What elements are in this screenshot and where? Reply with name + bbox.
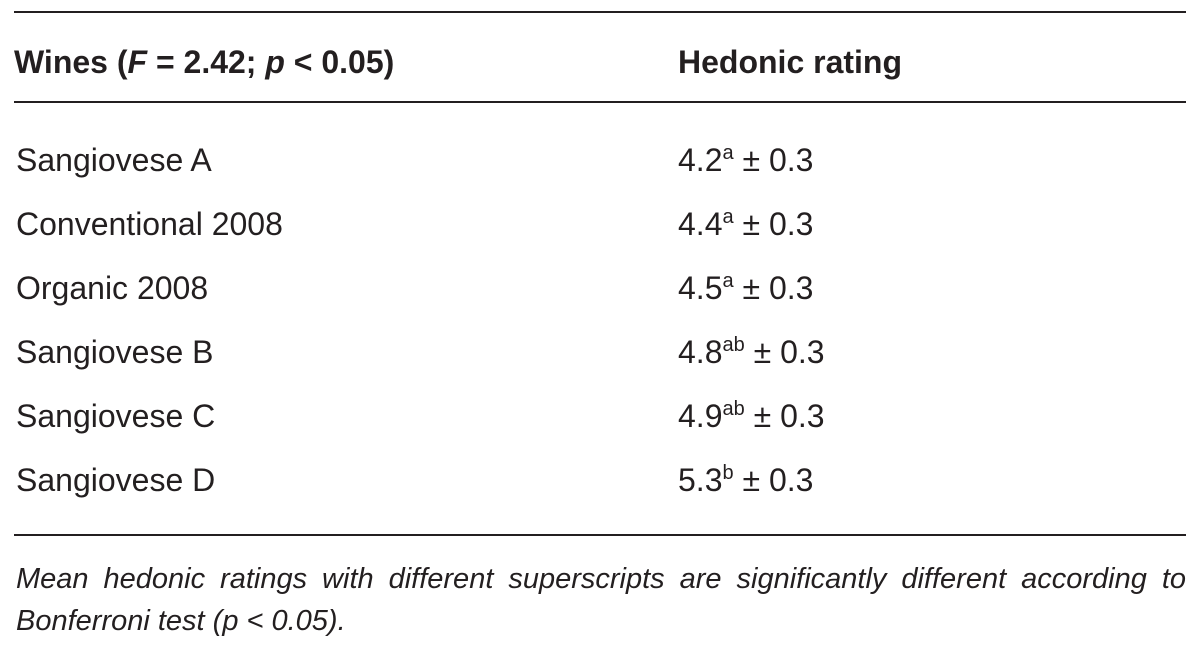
rating-mean: 4.4 [678,206,723,242]
header-p-value: < 0.05) [284,44,395,80]
wine-name: Conventional 2008 [16,206,283,242]
wine-name: Sangiovese B [16,334,214,370]
rating-superscript: ab [722,334,745,356]
hedonic-value: 5.3b ± 0.3 [678,448,813,512]
rating-superscript: a [722,142,734,164]
wine-name: Organic 2008 [16,270,209,306]
hedonic-value: 4.4a ± 0.3 [678,192,813,256]
header-wines-prefix: Wines ( [14,44,128,80]
rating-mean: 4.5 [678,270,723,306]
table-top-rule [14,11,1186,13]
rating-sd: ± 0.3 [744,398,825,434]
hedonic-value: 4.8ab ± 0.3 [678,320,825,384]
rating-sd: ± 0.3 [733,270,814,306]
header-hedonic-rating: Hedonic rating [678,44,903,80]
rating-sd: ± 0.3 [733,142,814,178]
rating-sd: ± 0.3 [744,334,825,370]
rating-superscript: a [722,206,734,228]
table-row: Sangiovese A 4.2a ± 0.3 [14,128,1186,192]
wine-name: Sangiovese D [16,462,216,498]
rating-mean: 4.2 [678,142,723,178]
rating-mean: 5.3 [678,462,723,498]
rating-sd: ± 0.3 [733,206,814,242]
hedonic-value: 4.9ab ± 0.3 [678,384,825,448]
rating-superscript: ab [722,398,745,420]
table-header-rule [14,101,1186,103]
rating-sd: ± 0.3 [733,462,814,498]
table-header-row: Wines (F = 2.42; p < 0.05) Hedonic ratin… [14,40,1186,84]
header-p-symbol: p [265,44,285,80]
hedonic-value: 4.5a ± 0.3 [678,256,813,320]
table-row: Sangiovese D 5.3b ± 0.3 [14,448,1186,512]
rating-superscript: b [722,462,734,484]
table-body: Sangiovese A 4.2a ± 0.3 Conventional 200… [14,128,1186,512]
table-row: Organic 2008 4.5a ± 0.3 [14,256,1186,320]
table-row: Sangiovese B 4.8ab ± 0.3 [14,320,1186,384]
rating-mean: 4.9 [678,398,723,434]
table-row: Conventional 2008 4.4a ± 0.3 [14,192,1186,256]
header-f-value: = 2.42; [147,44,266,80]
header-f-symbol: F [127,44,148,80]
header-wines: Wines (F = 2.42; p < 0.05) [14,40,394,84]
rating-superscript: a [722,270,734,292]
table-footnote: Mean hedonic ratings with different supe… [16,563,1186,637]
table-bottom-rule [14,534,1186,536]
rating-mean: 4.8 [678,334,723,370]
hedonic-value: 4.2a ± 0.3 [678,128,813,192]
wine-name: Sangiovese C [16,398,216,434]
table-row: Sangiovese C 4.9ab ± 0.3 [14,384,1186,448]
wine-name: Sangiovese A [16,142,212,178]
